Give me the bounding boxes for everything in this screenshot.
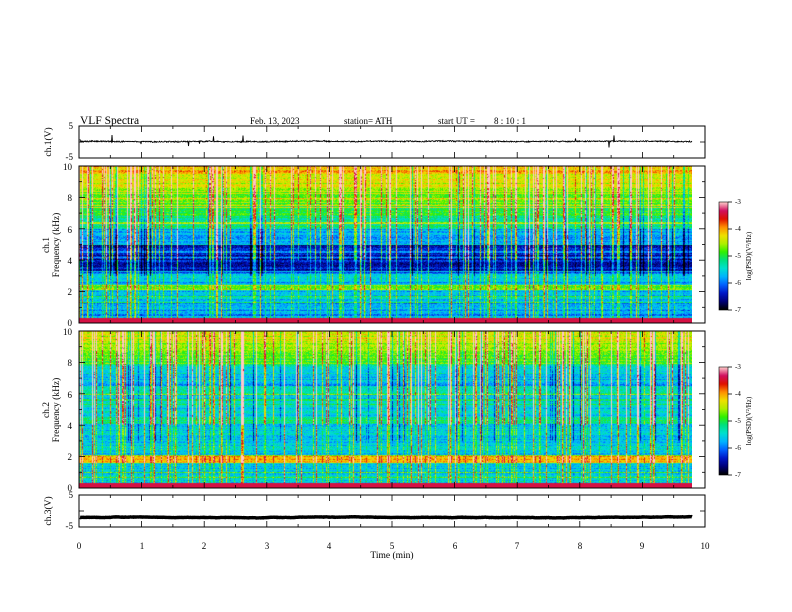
ch2-freq-tick-10: 10 xyxy=(63,327,73,337)
ch1-colorbar: -3 -4 -5 -6 -7 log(PSD)(V²/Hz) xyxy=(718,198,753,314)
ch1-cbar-tick-m6: -6 xyxy=(735,279,741,287)
ch3-waveform-ylabel: ch.3(V) xyxy=(43,496,54,525)
ch3-ytick-bottom: -5 xyxy=(66,521,74,531)
time-tick-6: 6 xyxy=(453,541,458,551)
ch2-colorbar-ticks xyxy=(728,366,732,476)
ch2-freq-tick-8: 8 xyxy=(68,358,73,368)
ch2-freq-tick-0: 0 xyxy=(68,483,73,493)
ch2-freq-tick-6: 6 xyxy=(68,390,73,400)
ch1-spectrogram-image xyxy=(79,166,692,323)
ch2-cbar-tick-m6: -6 xyxy=(735,444,741,452)
ch2-spectrogram-image xyxy=(79,331,692,488)
ch1-spectrogram-channel-label: ch.1 xyxy=(42,237,52,253)
ch1-freq-tick-10: 10 xyxy=(63,162,73,172)
ch2-spectrogram-channel-label: ch.2 xyxy=(42,402,52,418)
ch1-waveform-panel: 5 -5 ch.1(V) xyxy=(43,121,706,162)
ch2-cbar-tick-m3: -3 xyxy=(735,363,741,371)
ch1-ytick-bottom: -5 xyxy=(66,152,74,162)
start-ut-label: start UT = xyxy=(438,116,475,126)
ch3-ytick-top: 5 xyxy=(69,490,74,500)
ch2-cbar-tick-m7: -7 xyxy=(735,471,741,479)
time-tick-0: 0 xyxy=(77,541,82,551)
time-tick-3: 3 xyxy=(265,541,270,551)
ch2-cbar-tick-m4: -4 xyxy=(735,390,741,398)
ch3-waveform-ticks xyxy=(78,494,706,528)
ch1-spectrogram-ticks xyxy=(78,165,706,324)
ch2-colorbar-label: log(PSD)(V²/Hz) xyxy=(745,396,753,445)
ch1-freq-tick-4: 4 xyxy=(68,256,73,266)
ch2-spectrogram-panel: 10 8 6 4 2 0 ch.2 Frequency (kHz) xyxy=(42,327,706,493)
start-ut-value: 8 : 10 : 1 xyxy=(494,116,526,126)
ch1-cbar-tick-m3: -3 xyxy=(735,198,741,206)
station-label: station= ATH xyxy=(344,116,393,126)
ch1-cbar-tick-m7: -7 xyxy=(735,306,741,314)
ch1-freq-tick-6: 6 xyxy=(68,225,73,235)
ch1-colorbar-label: log(PSD)(V²/Hz) xyxy=(745,231,753,280)
time-tick-5: 5 xyxy=(390,541,395,551)
ch1-cbar-tick-m4: -4 xyxy=(735,225,741,233)
ch1-waveform-trace xyxy=(79,134,693,148)
ch2-colorbar-gradient xyxy=(719,367,728,475)
ch1-freq-tick-0: 0 xyxy=(68,318,73,328)
ch3-waveform-trace xyxy=(79,514,693,520)
ch3-waveform-panel: 5 -5 ch.3(V) xyxy=(43,490,706,531)
time-tick-10: 10 xyxy=(701,541,711,551)
ch2-frequency-axis-label: Frequency (kHz) xyxy=(51,378,62,443)
time-tick-2: 2 xyxy=(202,541,207,551)
ch1-waveform-ylabel: ch.1(V) xyxy=(43,127,54,156)
ch1-ytick-top: 5 xyxy=(69,121,74,131)
ch1-spectrogram-panel: 10 8 6 4 2 0 ch.1 Frequency (kHz) xyxy=(42,162,706,328)
ch1-frequency-axis-label: Frequency (kHz) xyxy=(51,213,62,278)
ch1-cbar-tick-m5: -5 xyxy=(735,252,741,260)
time-tick-1: 1 xyxy=(140,541,145,551)
ch2-cbar-tick-m5: -5 xyxy=(735,417,741,425)
ch1-waveform-ticks xyxy=(78,125,706,159)
figure-title: VLF Spectra xyxy=(80,115,139,127)
time-tick-8: 8 xyxy=(578,541,583,551)
date-label: Feb. 13, 2023 xyxy=(250,116,300,126)
ch2-colorbar: -3 -4 -5 -6 -7 log(PSD)(V²/Hz) xyxy=(718,363,753,479)
ch1-freq-tick-2: 2 xyxy=(68,287,73,297)
ch2-spectrogram-ticks xyxy=(78,330,706,489)
ch1-colorbar-gradient xyxy=(719,202,728,310)
time-tick-9: 9 xyxy=(640,541,645,551)
ch2-freq-tick-4: 4 xyxy=(68,421,73,431)
ch2-freq-tick-2: 2 xyxy=(68,452,73,462)
ch1-freq-tick-8: 8 xyxy=(68,193,73,203)
time-axis-label: Time (min) xyxy=(370,550,413,561)
time-tick-7: 7 xyxy=(515,541,520,551)
ch1-colorbar-ticks xyxy=(728,201,732,311)
time-tick-4: 4 xyxy=(327,541,332,551)
time-axis: 0 1 2 3 4 5 6 7 8 9 10 Time (min) xyxy=(77,541,710,561)
